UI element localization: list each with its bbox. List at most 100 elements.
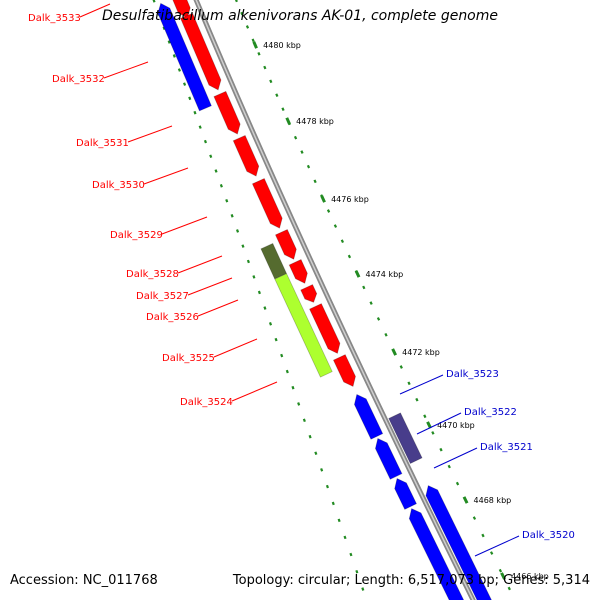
forward-gene [232, 134, 260, 177]
tick-mark [376, 317, 381, 321]
reverse-gene [388, 412, 423, 465]
tick-mark [263, 65, 267, 70]
tick-mark [245, 25, 250, 29]
forward-gene [288, 259, 308, 284]
tick-mark [313, 179, 317, 184]
tick-mark [268, 322, 273, 326]
tick-mark [241, 244, 245, 248]
tick-mark [293, 135, 298, 140]
tick-mark [507, 586, 511, 591]
tick-mark [498, 568, 503, 573]
major-tick [285, 117, 291, 125]
genome-title: Desulfatibacillum alkenivorans AK-01, co… [101, 8, 499, 24]
tick-mark [188, 96, 192, 101]
tick-mark [308, 434, 312, 439]
kbp-label: 4472 kbp [402, 348, 440, 357]
gene-label: Dalk_3522 [464, 407, 517, 418]
tick-mark [407, 381, 411, 386]
tick-mark [431, 431, 435, 435]
forward-gene [172, 0, 191, 19]
tick-mark [269, 79, 273, 84]
forward-gene [251, 177, 283, 229]
gene-label: Dalk_3525 [162, 353, 215, 364]
tick-mark [320, 468, 324, 472]
gene-label: Dalk_3524 [180, 397, 233, 408]
major-tick [252, 41, 258, 49]
reverse-gene [353, 393, 384, 440]
tick-mark [198, 125, 202, 129]
tick-mark [297, 402, 301, 406]
gene-leader-line [231, 381, 278, 402]
major-tick [462, 496, 469, 504]
forward-gene [180, 12, 222, 91]
gene-leader-line [213, 338, 258, 358]
tick-mark [423, 414, 427, 419]
tick-mark [152, 0, 156, 3]
gene-label: Dalk_3532 [52, 74, 105, 85]
reverse-gene [425, 485, 492, 600]
tick-mark [235, 229, 240, 233]
tick-mark [240, 11, 244, 16]
tick-mark [439, 447, 443, 452]
backbone-inner [195, 0, 474, 600]
major-tick [354, 270, 361, 278]
gene-leader-line [161, 216, 208, 235]
gene-label: Dalk_3526 [146, 312, 199, 323]
gene-label: Dalk_3530 [92, 180, 145, 191]
kbp-label: 4468 kbp [474, 496, 512, 505]
gene-leader-line [187, 277, 233, 296]
forward-gene [274, 229, 297, 260]
kbp-label: 4470 kbp [437, 421, 475, 430]
topology-text: Topology: circular; Length: 6,517,073 bp… [232, 573, 590, 588]
major-tick [426, 421, 432, 429]
tick-mark [214, 169, 218, 173]
tick-mark [415, 397, 419, 402]
major-tick [391, 348, 398, 356]
accession-text: Accession: NC_011768 [10, 573, 158, 588]
tick-mark [490, 551, 494, 555]
tick-mark [162, 26, 166, 30]
tick-mark [225, 198, 229, 203]
gene-label: Dalk_3523 [446, 369, 499, 380]
forward-gene [309, 303, 341, 354]
tick-mark [455, 481, 460, 486]
tick-mark [349, 552, 353, 557]
tick-mark [306, 164, 311, 169]
gene-label: Dalk_3533 [28, 13, 81, 24]
tick-mark [183, 82, 187, 86]
major-tick [320, 195, 326, 203]
gene-label: Dalk_3527 [136, 291, 189, 302]
tick-mark [257, 290, 261, 295]
tick-mark [285, 369, 289, 374]
reverse-gene [394, 477, 417, 510]
tick-mark [274, 337, 278, 342]
tick-mark [230, 213, 234, 218]
tick-mark [340, 239, 345, 244]
tick-mark [219, 184, 223, 188]
gene-leader-line [416, 412, 462, 435]
tick-mark [193, 110, 197, 115]
forward-gene [332, 354, 356, 387]
tick-mark [280, 353, 284, 358]
gene-leader-line [399, 374, 444, 395]
rna-gene [260, 242, 288, 280]
tick-mark [167, 40, 171, 44]
tick-mark [203, 139, 208, 144]
gene-label: Dalk_3521 [480, 442, 533, 453]
reverse-gene [375, 437, 403, 480]
tick-mark [263, 306, 267, 310]
gene-label: Dalk_3529 [110, 230, 163, 241]
tick-mark [347, 254, 352, 259]
major-tick [500, 572, 506, 580]
tick-mark [325, 484, 329, 489]
tick-mark [326, 209, 331, 213]
tick-mark [281, 107, 285, 112]
tick-mark [343, 535, 347, 540]
kbp-label: 4466 kbp [511, 572, 549, 581]
gene-leader-line [103, 61, 149, 79]
forward-gene [213, 90, 241, 135]
gene-label: Dalk_3520 [522, 530, 575, 541]
tick-mark [447, 464, 451, 469]
